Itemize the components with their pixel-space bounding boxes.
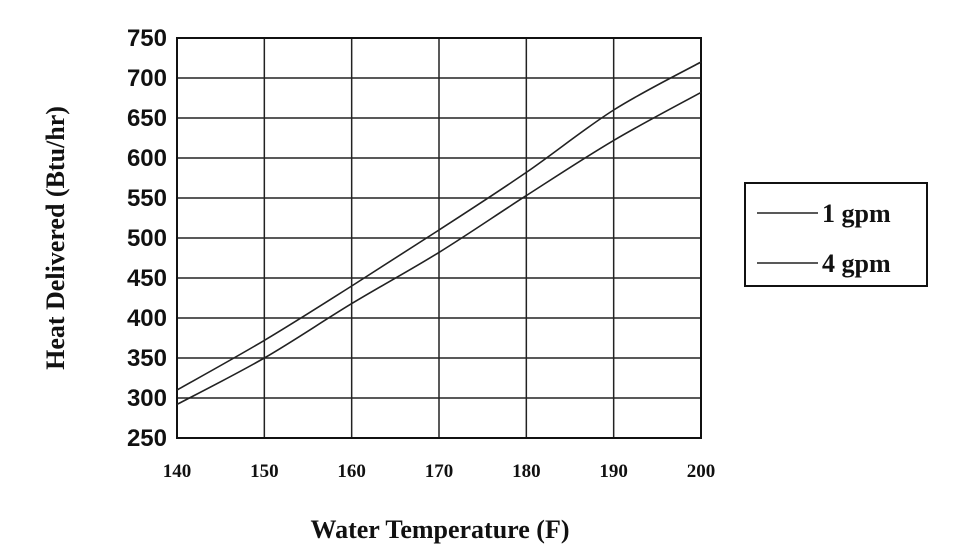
legend: 1 gpm 4 gpm [744, 182, 928, 287]
y-tick-label: 400 [127, 305, 167, 332]
y-tick-label: 250 [127, 425, 167, 452]
x-axis-title: Water Temperature (F) [311, 515, 570, 544]
grid [176, 37, 702, 439]
y-tick-label: 650 [127, 105, 167, 132]
y-tick-label: 500 [127, 225, 167, 252]
x-tick-label: 190 [599, 461, 628, 482]
y-tick-label: 450 [127, 265, 167, 292]
x-tick-labels: 140 150 160 170 180 190 200 [163, 461, 716, 482]
y-tick-label: 300 [127, 385, 167, 412]
y-tick-label: 700 [127, 65, 167, 92]
x-tick-label: 170 [425, 461, 454, 482]
y-tick-label: 350 [127, 345, 167, 372]
series-lines [176, 61, 702, 406]
y-tick-label: 600 [127, 145, 167, 172]
y-tick-label: 750 [127, 25, 167, 52]
y-tick-label: 550 [127, 185, 167, 212]
legend-box [744, 182, 928, 287]
x-tick-label: 150 [250, 461, 279, 482]
y-tick-labels: 750 700 650 600 550 500 450 400 350 300 250 [127, 25, 167, 452]
plot-area-border [176, 37, 702, 439]
series-line-4-gpm [176, 91, 702, 406]
x-tick-label: 160 [337, 461, 366, 482]
legend-label-4-gpm: 4 gpm [822, 249, 891, 278]
legend-label-1-gpm: 1 gpm [822, 199, 891, 228]
series-line-1-gpm [176, 61, 702, 391]
x-tick-label: 200 [687, 461, 716, 482]
x-tick-label: 140 [163, 461, 192, 482]
y-axis-title: Heat Delivered (Btu/hr) [41, 106, 70, 370]
x-tick-label: 180 [512, 461, 541, 482]
